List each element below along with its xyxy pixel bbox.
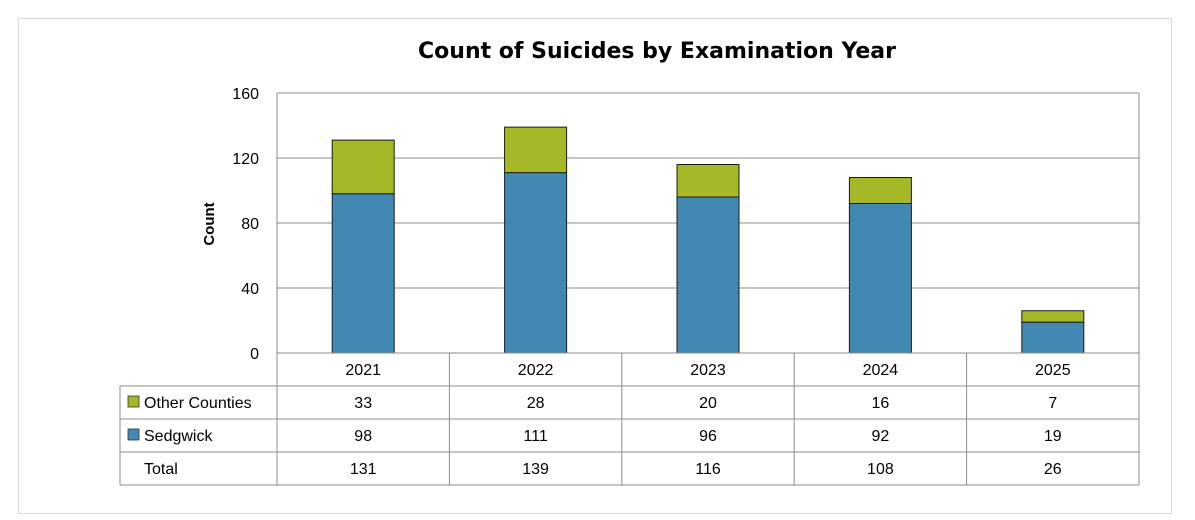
x-tick-label: 2021	[345, 362, 381, 379]
y-tick-label: 40	[241, 281, 259, 298]
x-tick-label: 2025	[1035, 362, 1071, 379]
legend-label: Sedgwick	[144, 428, 213, 445]
bar-sedgwick	[504, 172, 568, 354]
table-cell: 139	[522, 461, 549, 478]
table-cell: 108	[867, 461, 894, 478]
legend-label: Other Counties	[144, 395, 252, 412]
y-tick-label: 120	[232, 151, 259, 168]
table-cell: 116	[695, 461, 721, 478]
bar-other-counties	[1021, 310, 1085, 323]
legend-swatch	[127, 395, 140, 408]
bar-sedgwick	[676, 196, 740, 354]
bar-sedgwick	[848, 203, 912, 354]
bar-other-counties	[504, 126, 568, 174]
table-cell: 111	[523, 428, 547, 445]
bar-other-counties	[331, 139, 395, 195]
y-axis-label: Count	[201, 202, 218, 245]
y-tick-label: 0	[250, 346, 259, 363]
table-cell: 7	[1048, 395, 1057, 412]
table-cell: 20	[699, 395, 717, 412]
bar-sedgwick	[1021, 321, 1085, 354]
chart-area	[18, 18, 1172, 514]
table-cell: 96	[699, 428, 717, 445]
x-tick-label: 2023	[690, 362, 726, 379]
table-cell: 98	[354, 428, 372, 445]
bar-other-counties	[676, 164, 740, 198]
x-tick-label: 2022	[518, 362, 554, 379]
table-cell: 33	[354, 395, 372, 412]
y-tick-label: 80	[241, 216, 259, 233]
chart-title: Count of Suicides by Examination Year	[418, 39, 896, 64]
y-tick-label: 160	[232, 86, 259, 103]
legend-swatch	[127, 428, 140, 441]
table-cell: 131	[350, 461, 377, 478]
x-tick-label: 2024	[863, 362, 899, 379]
bar-sedgwick	[331, 193, 395, 354]
table-cell: 28	[527, 395, 545, 412]
table-cell: 16	[872, 395, 890, 412]
table-cell: 92	[872, 428, 890, 445]
table-cell: 26	[1044, 461, 1062, 478]
table-row-label: Total	[144, 461, 178, 478]
bar-other-counties	[848, 177, 912, 204]
table-cell: 19	[1044, 428, 1062, 445]
